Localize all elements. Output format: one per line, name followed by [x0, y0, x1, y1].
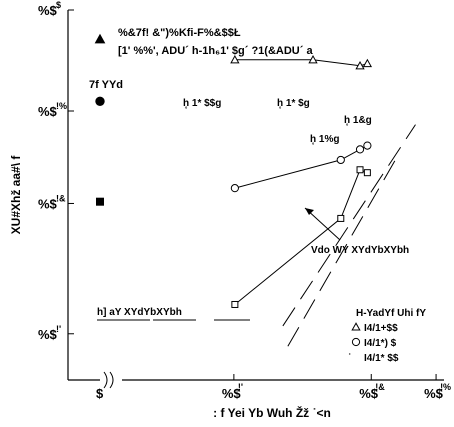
- data-point-square: [337, 214, 345, 222]
- legend-marker-circle: [351, 337, 361, 347]
- x-tick-label: %$: [222, 386, 242, 401]
- data-point-triangle: [362, 58, 373, 68]
- legend-item-2: I4/1*) $: [364, 338, 397, 349]
- y-tick-label: %$: [38, 196, 58, 211]
- guide-lines: [282, 124, 416, 347]
- y-tick-exponent: !&: [56, 193, 66, 203]
- y-tick-exponent: $: [56, 0, 61, 10]
- x-tick-exponent: !': [238, 382, 243, 392]
- data-point-square: [363, 169, 371, 177]
- legend-item-1: I4/1+$$: [364, 323, 398, 334]
- data-point-circle: [363, 141, 372, 150]
- x-axis-label: : f Yei Yb Wuh Žž ˙<n: [213, 405, 331, 420]
- series-line-triangle: [234, 59, 368, 67]
- tri-label-2: h̥ 1* $g: [277, 98, 310, 109]
- y-tick-label: %$: [38, 327, 58, 342]
- data-point-triangle: [230, 55, 240, 64]
- x-zero-tick-label: $: [96, 386, 104, 401]
- data-point-circle: [230, 184, 239, 193]
- y-axis-label: XU#Xhž aa#\ f: [9, 155, 23, 235]
- x-tick-label: %$: [359, 386, 379, 401]
- y-tick-label: %$: [38, 3, 58, 18]
- guide-line: [287, 154, 399, 347]
- ticks: %$!' %$!& %$!%%$ $%$ !%%$ !&%$ !': [38, 0, 451, 401]
- data-point-square: [231, 300, 239, 308]
- zero-point-circle: [95, 96, 105, 106]
- x-tick-exponent: !%: [440, 382, 451, 392]
- y-tick-exponent: !%: [56, 101, 67, 111]
- series-group: [94, 33, 373, 347]
- axes: [67, 10, 444, 389]
- zero-point-triangle: [94, 33, 106, 44]
- y-tick-exponent: !': [56, 324, 61, 334]
- left-label: h] aY XYdYbXYbh: [97, 307, 182, 318]
- legend-title: H-YadYf Uhi fY: [356, 308, 426, 319]
- chart-title-line-2: [1' %%', ADU´ h-1h₆1' $g´ ?1(&ADU´ a: [118, 45, 313, 57]
- series-line-square: [234, 169, 368, 305]
- chart-title-line-1: %&7f! &")%Kfi-F%&$$Ł: [118, 27, 241, 39]
- legend: H-YadYf Uhi fY I4/1+$$ I4/1*) $ I4/1* $$…: [348, 308, 426, 364]
- annotations: h̥ 1* $$g h̥ 1* $g h̥ 1&g h̥ 1%g Vdo WY …: [97, 98, 426, 364]
- theory-label: Vdo WY XYdYbXYbh: [311, 245, 409, 256]
- zero-point-square: [96, 197, 104, 206]
- data-point-square: [356, 166, 364, 174]
- tri-label-3: h̥ 1&g: [344, 115, 372, 126]
- legend-marker-triangle: [351, 322, 361, 331]
- series-line-circle: [234, 145, 368, 189]
- legend-item-3: I4/1* $$: [364, 353, 399, 364]
- data-point-triangle: [355, 60, 365, 70]
- break-left-label: 7f YYd: [89, 79, 123, 91]
- tri-label-1: h̥ 1* $$g: [183, 98, 221, 109]
- axis-break: [103, 371, 114, 389]
- data-point-circle: [336, 155, 345, 165]
- y-tick-label: %$: [38, 104, 58, 119]
- data-point-triangle: [308, 55, 318, 64]
- legend-bullet-3: ˙: [348, 353, 351, 364]
- x-tick-label: %$: [424, 386, 444, 401]
- x-tick-exponent: !&: [375, 382, 385, 392]
- data-point-circle: [355, 145, 365, 154]
- guide-line: [282, 124, 416, 327]
- theory-arrow: [304, 207, 341, 241]
- theory-arrow-head: [305, 208, 314, 215]
- tri-label-4: h̥ 1%g: [310, 134, 339, 145]
